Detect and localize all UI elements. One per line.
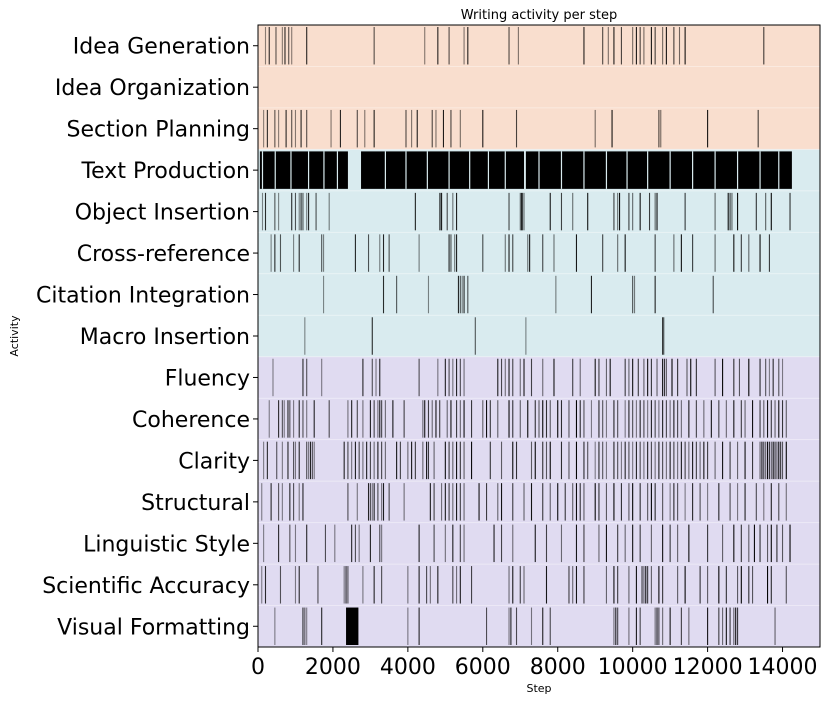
activity-segment xyxy=(525,151,792,189)
x-tick-label: 4000 xyxy=(380,655,436,680)
row-band xyxy=(258,107,820,150)
x-tick-label: 0 xyxy=(251,655,265,680)
row-label: Cross-reference xyxy=(77,242,250,267)
activity-segment xyxy=(346,607,359,645)
row-label: Structural xyxy=(141,491,250,516)
x-tick-label: 12000 xyxy=(673,655,743,680)
row-label: Linguistic Style xyxy=(83,532,250,557)
row-band xyxy=(258,356,820,399)
row-band xyxy=(258,25,820,67)
row-label: Macro Insertion xyxy=(80,325,250,350)
row-band xyxy=(258,481,820,523)
x-axis-label: Step xyxy=(526,682,551,695)
row-band xyxy=(258,439,820,482)
group-bands xyxy=(258,25,820,647)
row-label: Visual Formatting xyxy=(57,615,250,640)
row-labels: Idea Generation Idea Organization Section … xyxy=(36,35,258,640)
row-label: Idea Generation xyxy=(73,35,250,60)
row-band xyxy=(258,522,820,565)
row-band xyxy=(258,273,820,316)
row-label: Text Production xyxy=(80,159,250,184)
row-label: Section Planning xyxy=(67,118,251,143)
chart-title: Writing activity per step xyxy=(461,8,617,23)
x-axis: 0 2000 4000 6000 8000 10000 12000 14000 xyxy=(251,647,818,680)
x-tick-label: 10000 xyxy=(598,655,668,680)
row-band xyxy=(258,315,820,357)
x-tick-label: 6000 xyxy=(455,655,511,680)
event-ticks xyxy=(259,27,792,645)
activity-segment xyxy=(259,151,348,189)
row-label: Coherence xyxy=(132,408,250,433)
y-axis-label: Activity xyxy=(8,315,21,357)
row-band xyxy=(258,564,820,606)
x-tick-label: 14000 xyxy=(748,655,818,680)
row-band xyxy=(258,190,820,233)
row-label: Idea Organization xyxy=(55,76,250,101)
row-band xyxy=(258,66,820,108)
row-label: Clarity xyxy=(178,449,250,474)
activity-segment xyxy=(361,151,525,189)
row-label: Citation Integration xyxy=(36,284,250,309)
row-label: Object Insertion xyxy=(75,201,250,226)
row-label: Fluency xyxy=(165,366,250,391)
row-label: Scientific Accuracy xyxy=(42,574,250,599)
x-tick-label: 8000 xyxy=(530,655,586,680)
row-band xyxy=(258,232,820,274)
x-tick-label: 2000 xyxy=(305,655,361,680)
